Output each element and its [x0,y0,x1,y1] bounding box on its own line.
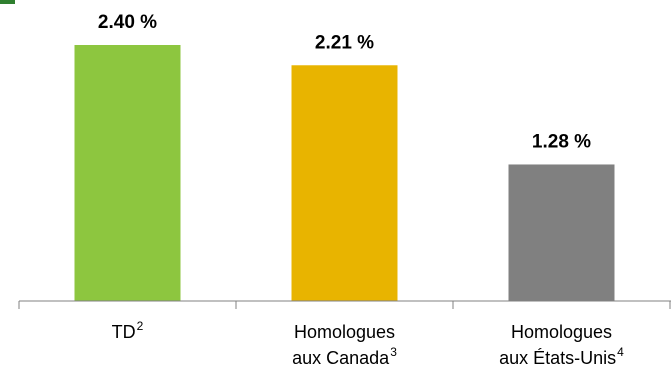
category-labels-group: TD2 Homologues aux Canada3 Homologues aux Ét… [112,319,625,368]
bar-td [74,45,181,301]
data-label-homologues-etats-unis: 1.28 % [532,131,591,152]
bar-homologues-canada [291,65,398,302]
category-label-homologues-canada: Homologues [294,322,395,342]
category-label-homologues-etats-unis: Homologues [511,322,612,342]
category-label-homologues-etats-unis-line2: aux États-Unis4 [499,345,624,368]
x-axis-ticks-group [18,301,671,309]
category-label-td: TD2 [112,319,144,342]
data-label-td: 2.40 % [98,12,157,33]
corner-accent-mark [0,0,15,4]
bars-group [74,45,615,302]
data-labels-group: 2.40 % 2.21 % 1.28 % [98,12,591,152]
data-label-homologues-canada: 2.21 % [315,32,374,53]
bar-homologues-etats-unis [508,164,615,301]
category-label-homologues-canada-line2: aux Canada3 [292,345,397,368]
